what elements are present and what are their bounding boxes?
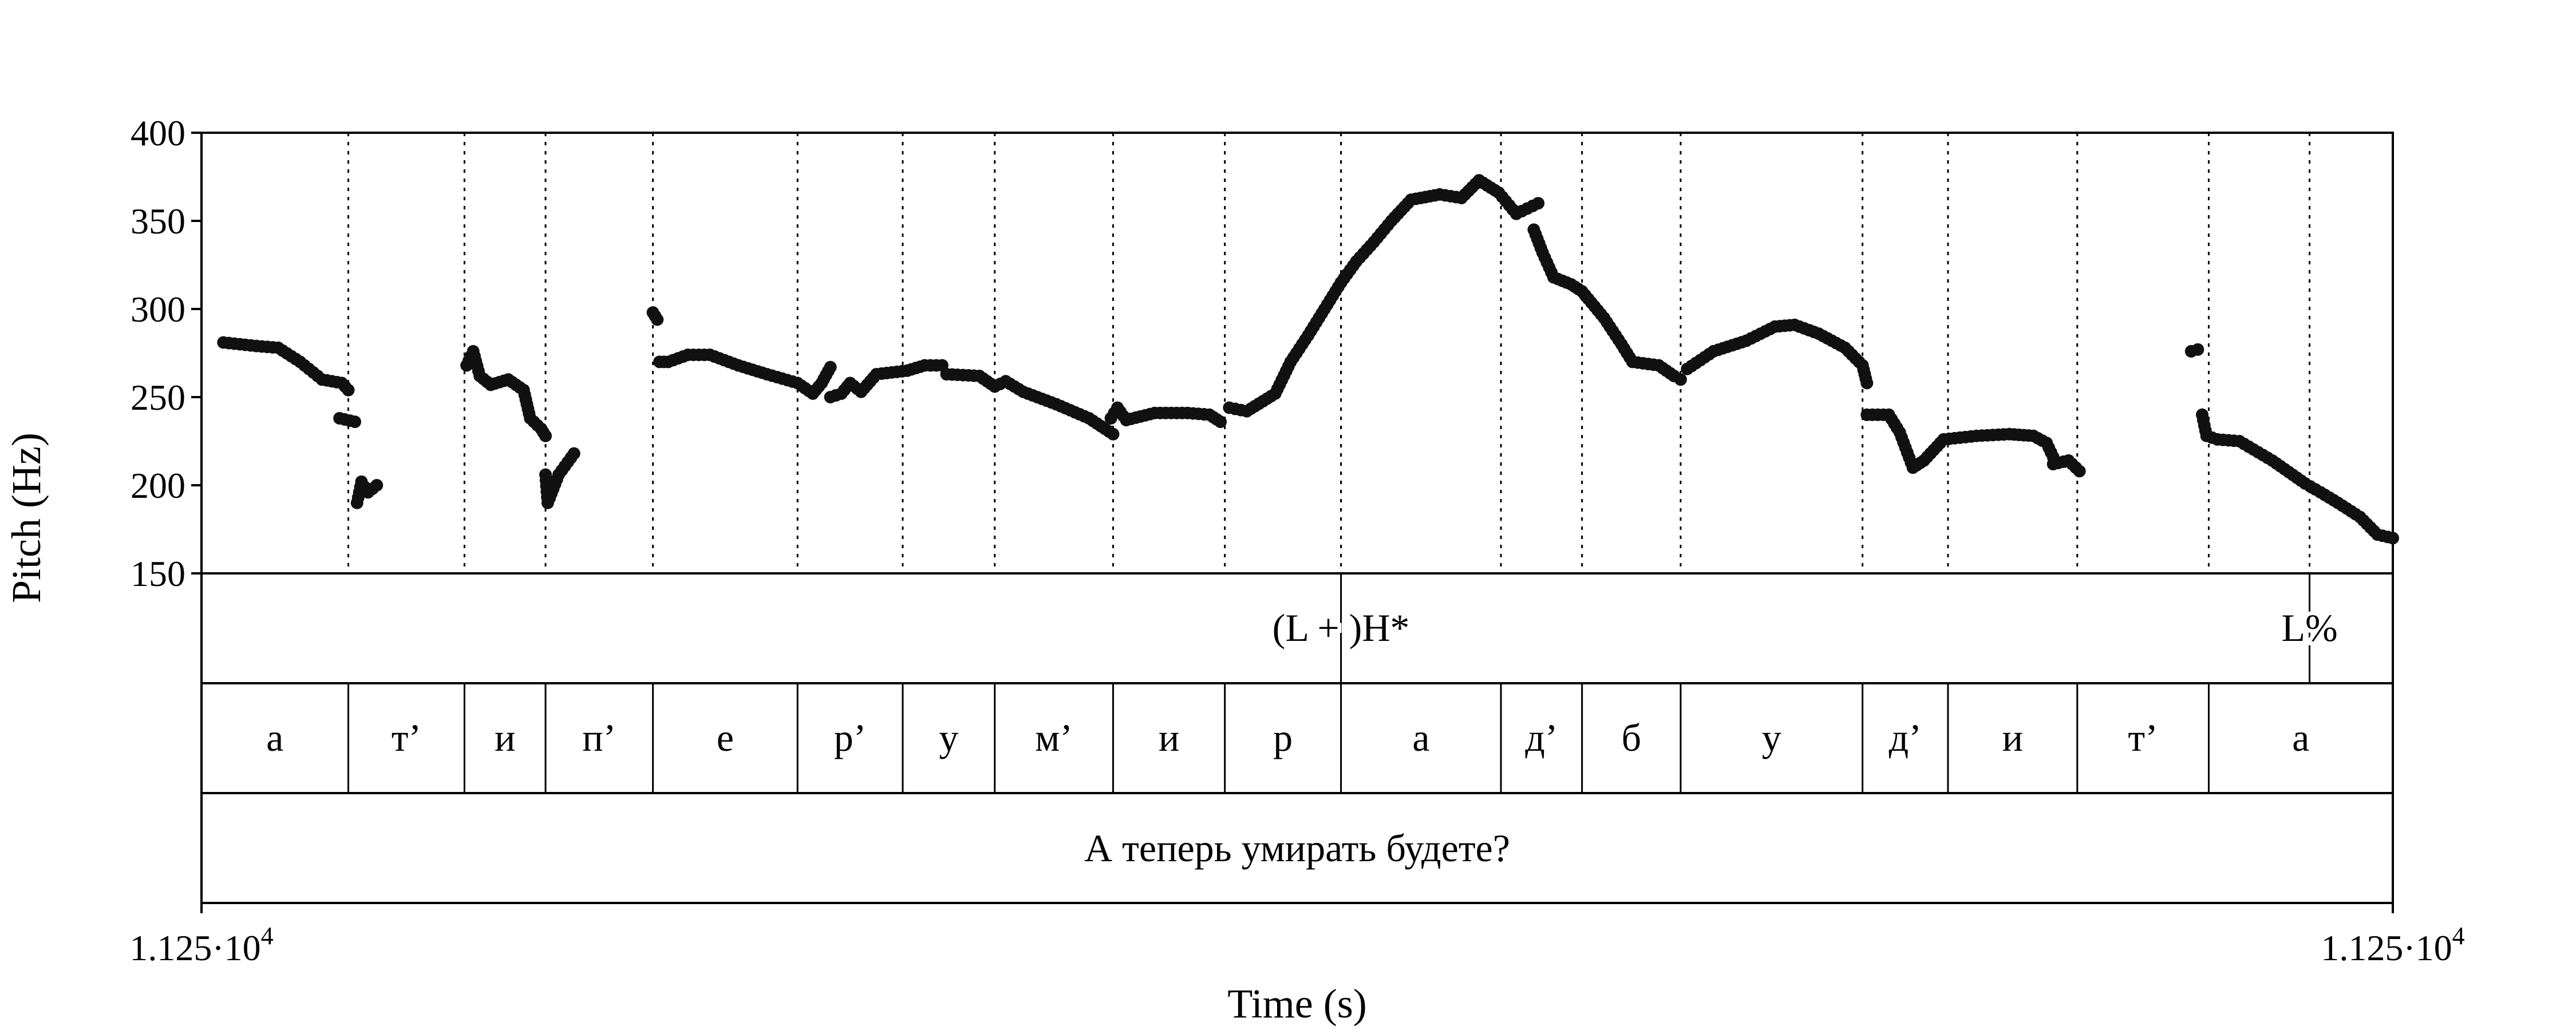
y-axis-title: Pitch (Hz)	[3, 433, 49, 603]
pitch-point	[567, 447, 580, 460]
pitch-track	[217, 174, 2399, 545]
segment-label: а	[266, 716, 283, 759]
pitch-point	[348, 415, 361, 429]
segment-label: м’	[1035, 716, 1073, 759]
segment-label: п’	[582, 716, 616, 759]
time-end-exponent: 4	[2452, 922, 2465, 950]
segment-label: а	[2292, 716, 2309, 759]
pitch-point	[1860, 377, 1874, 390]
pitch-point	[1214, 415, 1227, 429]
segment-label: и	[495, 716, 515, 759]
x-axis-title: Time (s)	[1227, 981, 1366, 1027]
segment-tier	[200, 682, 2394, 794]
pitch-point	[1532, 197, 1545, 210]
pitch-point	[651, 313, 664, 326]
y-tick-label: 150	[131, 553, 185, 594]
time-end-mantissa: 1.125·10	[2321, 928, 2452, 968]
pitch-point	[2073, 465, 2086, 478]
pitch-point	[539, 429, 552, 442]
tone-label: L%	[2281, 606, 2337, 649]
segment-label: е	[717, 716, 734, 759]
segment-label: д’	[1525, 716, 1558, 759]
pitch-point	[342, 383, 355, 397]
pitch-point	[1674, 373, 1687, 386]
segment-tier-marks: а т’ и п’ е р’ у м’ и р а д’ б у д’ и т’ а	[266, 683, 2309, 793]
segment-label: р’	[834, 716, 867, 759]
tone-tier-marks: (L + )H* L%	[1269, 573, 2342, 683]
y-tick-label: 300	[131, 289, 185, 330]
pitch-point	[824, 360, 837, 374]
segment-boundary-lines	[347, 133, 2311, 573]
time-start-exponent: 4	[261, 922, 274, 950]
y-tick-label: 350	[131, 201, 185, 241]
sentence-tier	[200, 792, 2394, 904]
segment-label: у	[1762, 716, 1781, 759]
segment-label: т’	[392, 716, 421, 759]
pitch-point	[2191, 343, 2204, 356]
pitch-point	[370, 479, 384, 492]
time-start-mantissa: 1.125·10	[129, 928, 260, 968]
segment-label: и	[1159, 716, 1179, 759]
y-tick-label: 250	[131, 377, 185, 418]
segment-label: у	[939, 716, 958, 759]
segment-label: б	[1621, 716, 1641, 759]
sentence-label: А теперь умирать будете?	[1084, 826, 1510, 870]
segment-label: д’	[1889, 716, 1922, 759]
time-end-label: 1.125·104	[2321, 922, 2464, 968]
y-axis: 400 350 300 250 200 150	[131, 113, 202, 594]
segment-label: а	[1412, 716, 1429, 759]
segment-label: р	[1273, 716, 1293, 759]
time-start-label: 1.125·104	[129, 922, 273, 968]
y-tick-label: 200	[131, 465, 185, 506]
y-tick-label: 400	[131, 113, 185, 153]
segment-label: т’	[2128, 716, 2158, 759]
pitch-point	[1107, 427, 1120, 441]
tone-label: (L + )H*	[1273, 606, 1410, 649]
pitch-point	[2387, 532, 2399, 545]
segment-label: и	[2002, 716, 2023, 759]
